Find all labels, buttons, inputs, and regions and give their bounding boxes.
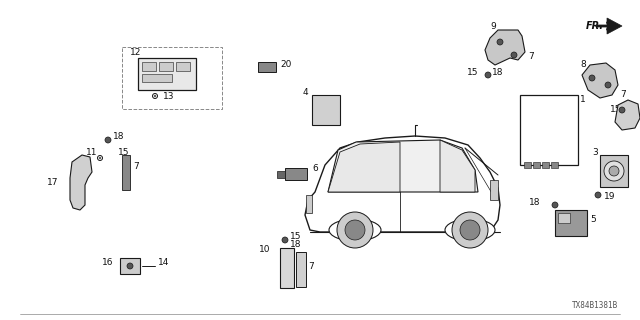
Bar (551, 162, 558, 168)
Text: TX84B1381B: TX84B1381B (572, 301, 618, 310)
Text: 7: 7 (620, 90, 626, 99)
Text: 10: 10 (259, 245, 270, 254)
Text: 18: 18 (113, 132, 125, 141)
Text: 4: 4 (302, 88, 308, 97)
Text: 9: 9 (490, 22, 496, 31)
Polygon shape (607, 18, 622, 34)
Text: 13: 13 (163, 92, 175, 101)
Bar (138, 58, 196, 90)
Polygon shape (328, 142, 400, 192)
Circle shape (595, 192, 601, 198)
Bar (555, 210, 587, 236)
Polygon shape (328, 140, 478, 192)
Bar (142, 62, 156, 71)
Text: 1: 1 (580, 95, 586, 104)
Text: 6: 6 (312, 164, 317, 173)
Text: FR.: FR. (586, 21, 604, 31)
Circle shape (485, 72, 491, 78)
Text: 18: 18 (290, 240, 301, 249)
Circle shape (452, 212, 488, 248)
Text: 15: 15 (118, 148, 129, 157)
Polygon shape (305, 136, 500, 232)
Polygon shape (70, 155, 92, 210)
Text: 18: 18 (628, 107, 639, 116)
Text: 20: 20 (280, 60, 291, 69)
Circle shape (99, 157, 101, 159)
Ellipse shape (445, 219, 495, 241)
Bar (285, 168, 307, 180)
Text: 18: 18 (529, 198, 540, 207)
Circle shape (337, 212, 373, 248)
Text: 14: 14 (158, 258, 170, 267)
Circle shape (152, 93, 157, 99)
Bar (558, 213, 570, 223)
Bar (600, 155, 628, 187)
Bar (520, 95, 578, 165)
Text: 12: 12 (130, 48, 141, 57)
Text: 3: 3 (592, 148, 598, 157)
Circle shape (589, 75, 595, 81)
Circle shape (497, 39, 503, 45)
Bar (122, 47, 222, 109)
Text: 7: 7 (528, 52, 534, 61)
Polygon shape (615, 100, 640, 130)
Text: 16: 16 (102, 258, 113, 267)
Circle shape (460, 220, 480, 240)
Circle shape (97, 156, 102, 161)
Text: 15: 15 (467, 68, 478, 77)
Bar (176, 62, 190, 71)
Circle shape (345, 220, 365, 240)
Ellipse shape (329, 219, 381, 241)
Text: 15: 15 (290, 232, 301, 241)
Bar (159, 62, 173, 71)
Bar (142, 74, 172, 82)
Circle shape (511, 52, 517, 58)
Circle shape (605, 82, 611, 88)
Text: 19: 19 (604, 192, 616, 201)
Bar (306, 195, 312, 213)
Bar (533, 162, 540, 168)
Circle shape (105, 137, 111, 143)
Circle shape (154, 95, 156, 97)
Bar (296, 252, 306, 287)
Text: 11: 11 (86, 148, 97, 157)
Text: 15: 15 (610, 105, 621, 114)
Bar (490, 180, 498, 200)
Text: 5: 5 (590, 215, 596, 224)
Bar (258, 62, 276, 72)
Text: 18: 18 (492, 68, 504, 77)
Bar (277, 171, 285, 178)
Polygon shape (582, 63, 618, 98)
Text: 17: 17 (47, 178, 58, 187)
Circle shape (604, 161, 624, 181)
Circle shape (127, 263, 133, 269)
Circle shape (609, 166, 619, 176)
Bar (122, 155, 130, 190)
Polygon shape (440, 140, 475, 192)
Text: 8: 8 (580, 60, 586, 69)
Text: 7: 7 (133, 162, 139, 171)
Bar (280, 248, 294, 288)
Bar (120, 258, 140, 274)
Polygon shape (485, 30, 525, 65)
Circle shape (619, 107, 625, 113)
Circle shape (282, 237, 288, 243)
Circle shape (552, 202, 558, 208)
Bar (542, 162, 549, 168)
Text: 7: 7 (308, 262, 314, 271)
Bar (312, 95, 340, 125)
Bar (524, 162, 531, 168)
